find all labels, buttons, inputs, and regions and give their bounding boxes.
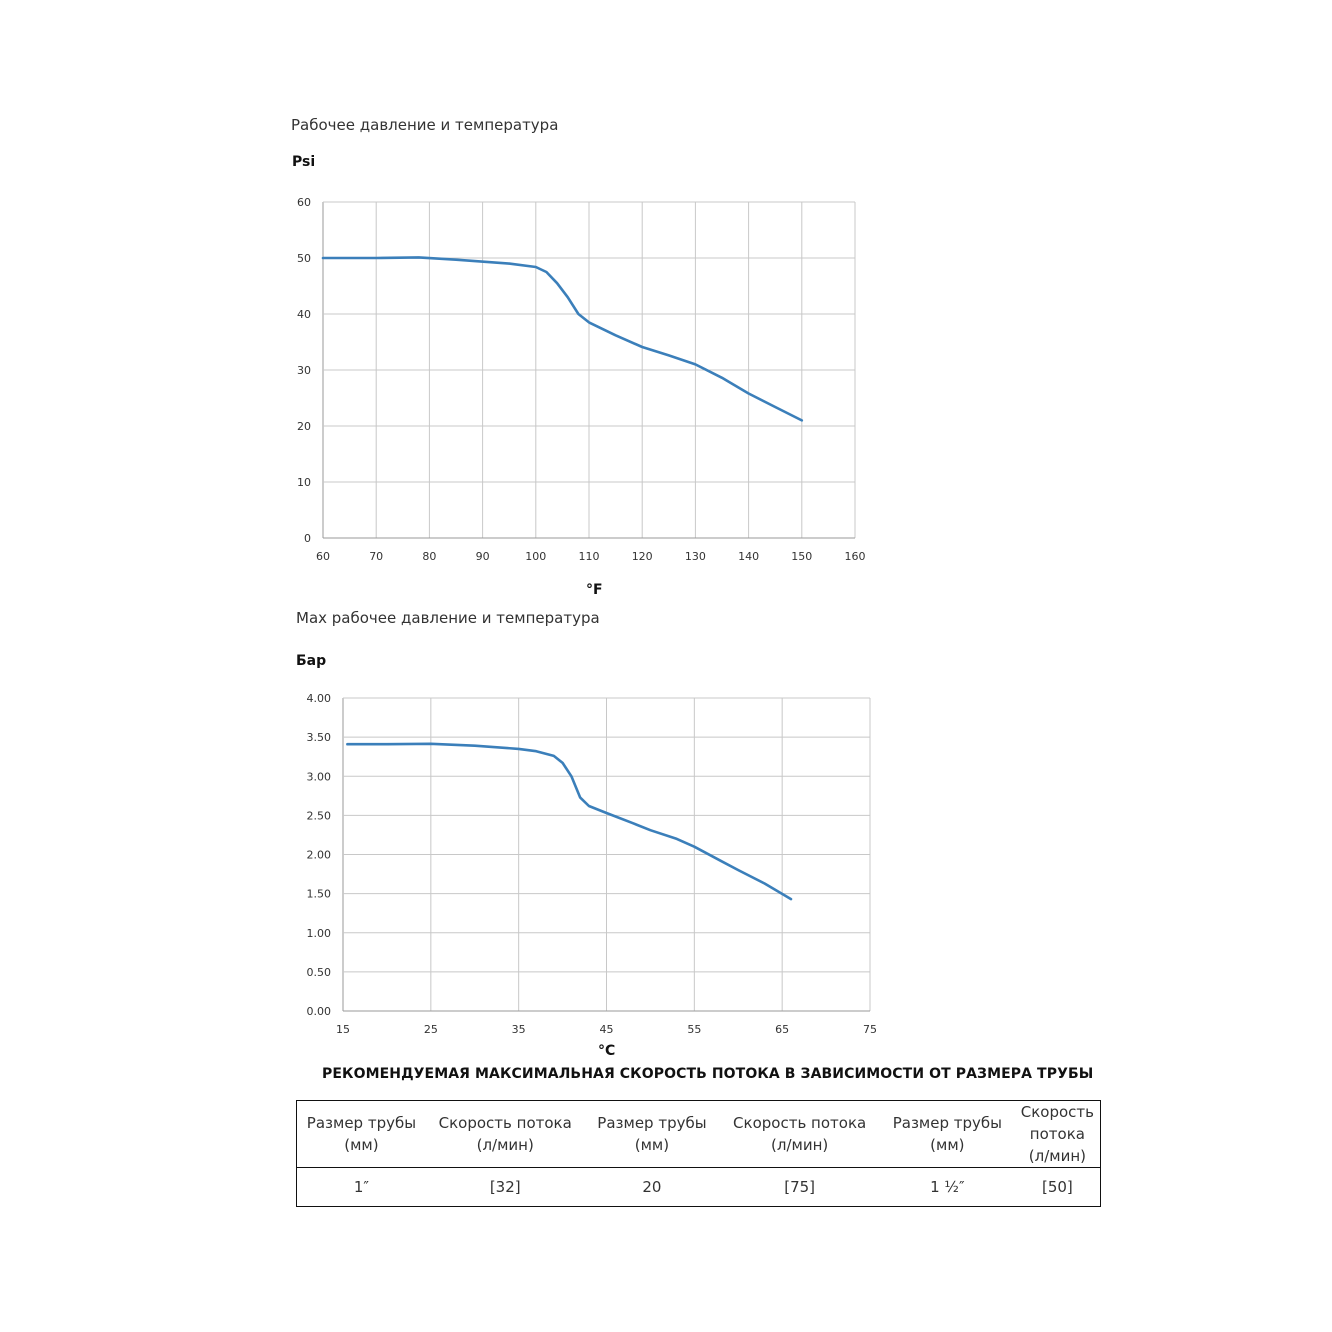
chart-1-y-tick-label: 40 — [297, 308, 311, 321]
flow-cell: 20 — [642, 1178, 662, 1196]
chart-1-title: Рабочее давление и температура — [291, 116, 559, 134]
flow-cell: 1 ½″ — [930, 1178, 965, 1196]
chart-2-x-unit: °C — [598, 1043, 616, 1059]
flow-header-cell: Размер трубы (мм) — [597, 1114, 707, 1154]
flow-cell: [75] — [784, 1178, 816, 1196]
flow-header-cell: Скорость потока (л/мин) — [438, 1114, 572, 1154]
flow-section-title: РЕКОМЕНДУЕМАЯ МАКСИМАЛЬНАЯ СКОРОСТЬ ПОТО… — [322, 1066, 1094, 1082]
chart-2-y-tick-label: 2.00 — [307, 849, 332, 862]
chart-2-y-tick-label: 3.50 — [307, 731, 332, 744]
chart-2-y-tick-label: 1.00 — [307, 927, 332, 940]
chart-1-y-tick-label: 50 — [297, 252, 311, 265]
flow-rate-table: Размер трубы (мм) Скорость потока (л/мин… — [295, 1100, 1101, 1207]
chart-1-y-tick-label: 30 — [297, 364, 311, 377]
chart-1-x-tick-label: 100 — [525, 550, 546, 563]
chart-1-y-unit: Psi — [292, 154, 316, 170]
chart-1-x-tick-label: 120 — [632, 550, 653, 563]
chart-2-y-tick-label: 0.50 — [307, 966, 332, 979]
chart-2-x-tick-label: 65 — [775, 1023, 789, 1036]
flow-table-row: 1″ [32] 20 [75] 1 ½″ [50] — [295, 1167, 1101, 1207]
chart-1-series-line — [321, 256, 804, 422]
chart-2-y-tick-label: 0.00 — [307, 1005, 332, 1018]
chart-1-x-tick-label: 160 — [845, 550, 866, 563]
chart-1-x-unit: °F — [586, 582, 603, 598]
chart-2-x-tick-label: 55 — [687, 1023, 701, 1036]
flow-cell: [32] — [489, 1178, 521, 1196]
flow-cell: [50] — [1014, 1167, 1101, 1207]
chart-2-series-line — [346, 742, 793, 901]
chart-1-x-tick-label: 130 — [685, 550, 706, 563]
chart-2-x-tick-label: 75 — [863, 1023, 877, 1036]
flow-header-cell: Размер трубы (мм) — [892, 1114, 1002, 1154]
chart-2-title: Max рабочее давление и температура — [296, 609, 600, 627]
chart-1-y-tick-label: 0 — [304, 532, 311, 545]
chart-1-x-tick-label: 140 — [738, 550, 759, 563]
chart-2: 15 25 35 45 55 65 75 0.00 0.50 1.00 1.50 2.00 2.50 3.… — [307, 692, 878, 1036]
chart-2-y-tick-label: 2.50 — [307, 809, 332, 822]
flow-table-header-row: Размер трубы (мм) Скорость потока (л/мин… — [295, 1100, 1101, 1168]
chart-2-x-tick-label: 25 — [424, 1023, 438, 1036]
chart-1-y-tick-label: 60 — [297, 196, 311, 209]
chart-1-x-tick-label: 70 — [369, 550, 383, 563]
flow-cell: 1″ — [295, 1167, 426, 1207]
chart-1-x-tick-label: 110 — [579, 550, 600, 563]
chart-2-x-tick-label: 45 — [600, 1023, 614, 1036]
chart-1-x-tick-label: 60 — [316, 550, 330, 563]
chart-2-x-tick-label: 35 — [512, 1023, 526, 1036]
charts-canvas: 60 70 80 90 100 110 120 130 140 150 160 0 10 20 30 40 50… — [297, 196, 878, 1036]
chart-1-y-tick-label: 10 — [297, 476, 311, 489]
flow-header-cell: Скорость потока (л/мин) — [733, 1114, 867, 1154]
chart-2-x-tick-label: 15 — [336, 1023, 350, 1036]
chart-1: 60 70 80 90 100 110 120 130 140 150 160 0 10 20 30 40 50… — [297, 196, 866, 563]
chart-1-y-tick-label: 20 — [297, 420, 311, 433]
chart-2-y-tick-label: 4.00 — [307, 692, 332, 705]
chart-1-x-tick-label: 80 — [422, 550, 436, 563]
chart-2-y-tick-label: 3.00 — [307, 770, 332, 783]
chart-1-x-tick-label: 150 — [791, 550, 812, 563]
flow-header-cell: Размер трубы (мм) — [295, 1100, 426, 1168]
chart-2-y-unit: Бар — [296, 653, 327, 669]
chart-1-x-tick-label: 90 — [476, 550, 490, 563]
chart-2-y-tick-label: 1.50 — [307, 888, 332, 901]
flow-header-cell: Скорость потока (л/мин) — [1014, 1100, 1101, 1168]
